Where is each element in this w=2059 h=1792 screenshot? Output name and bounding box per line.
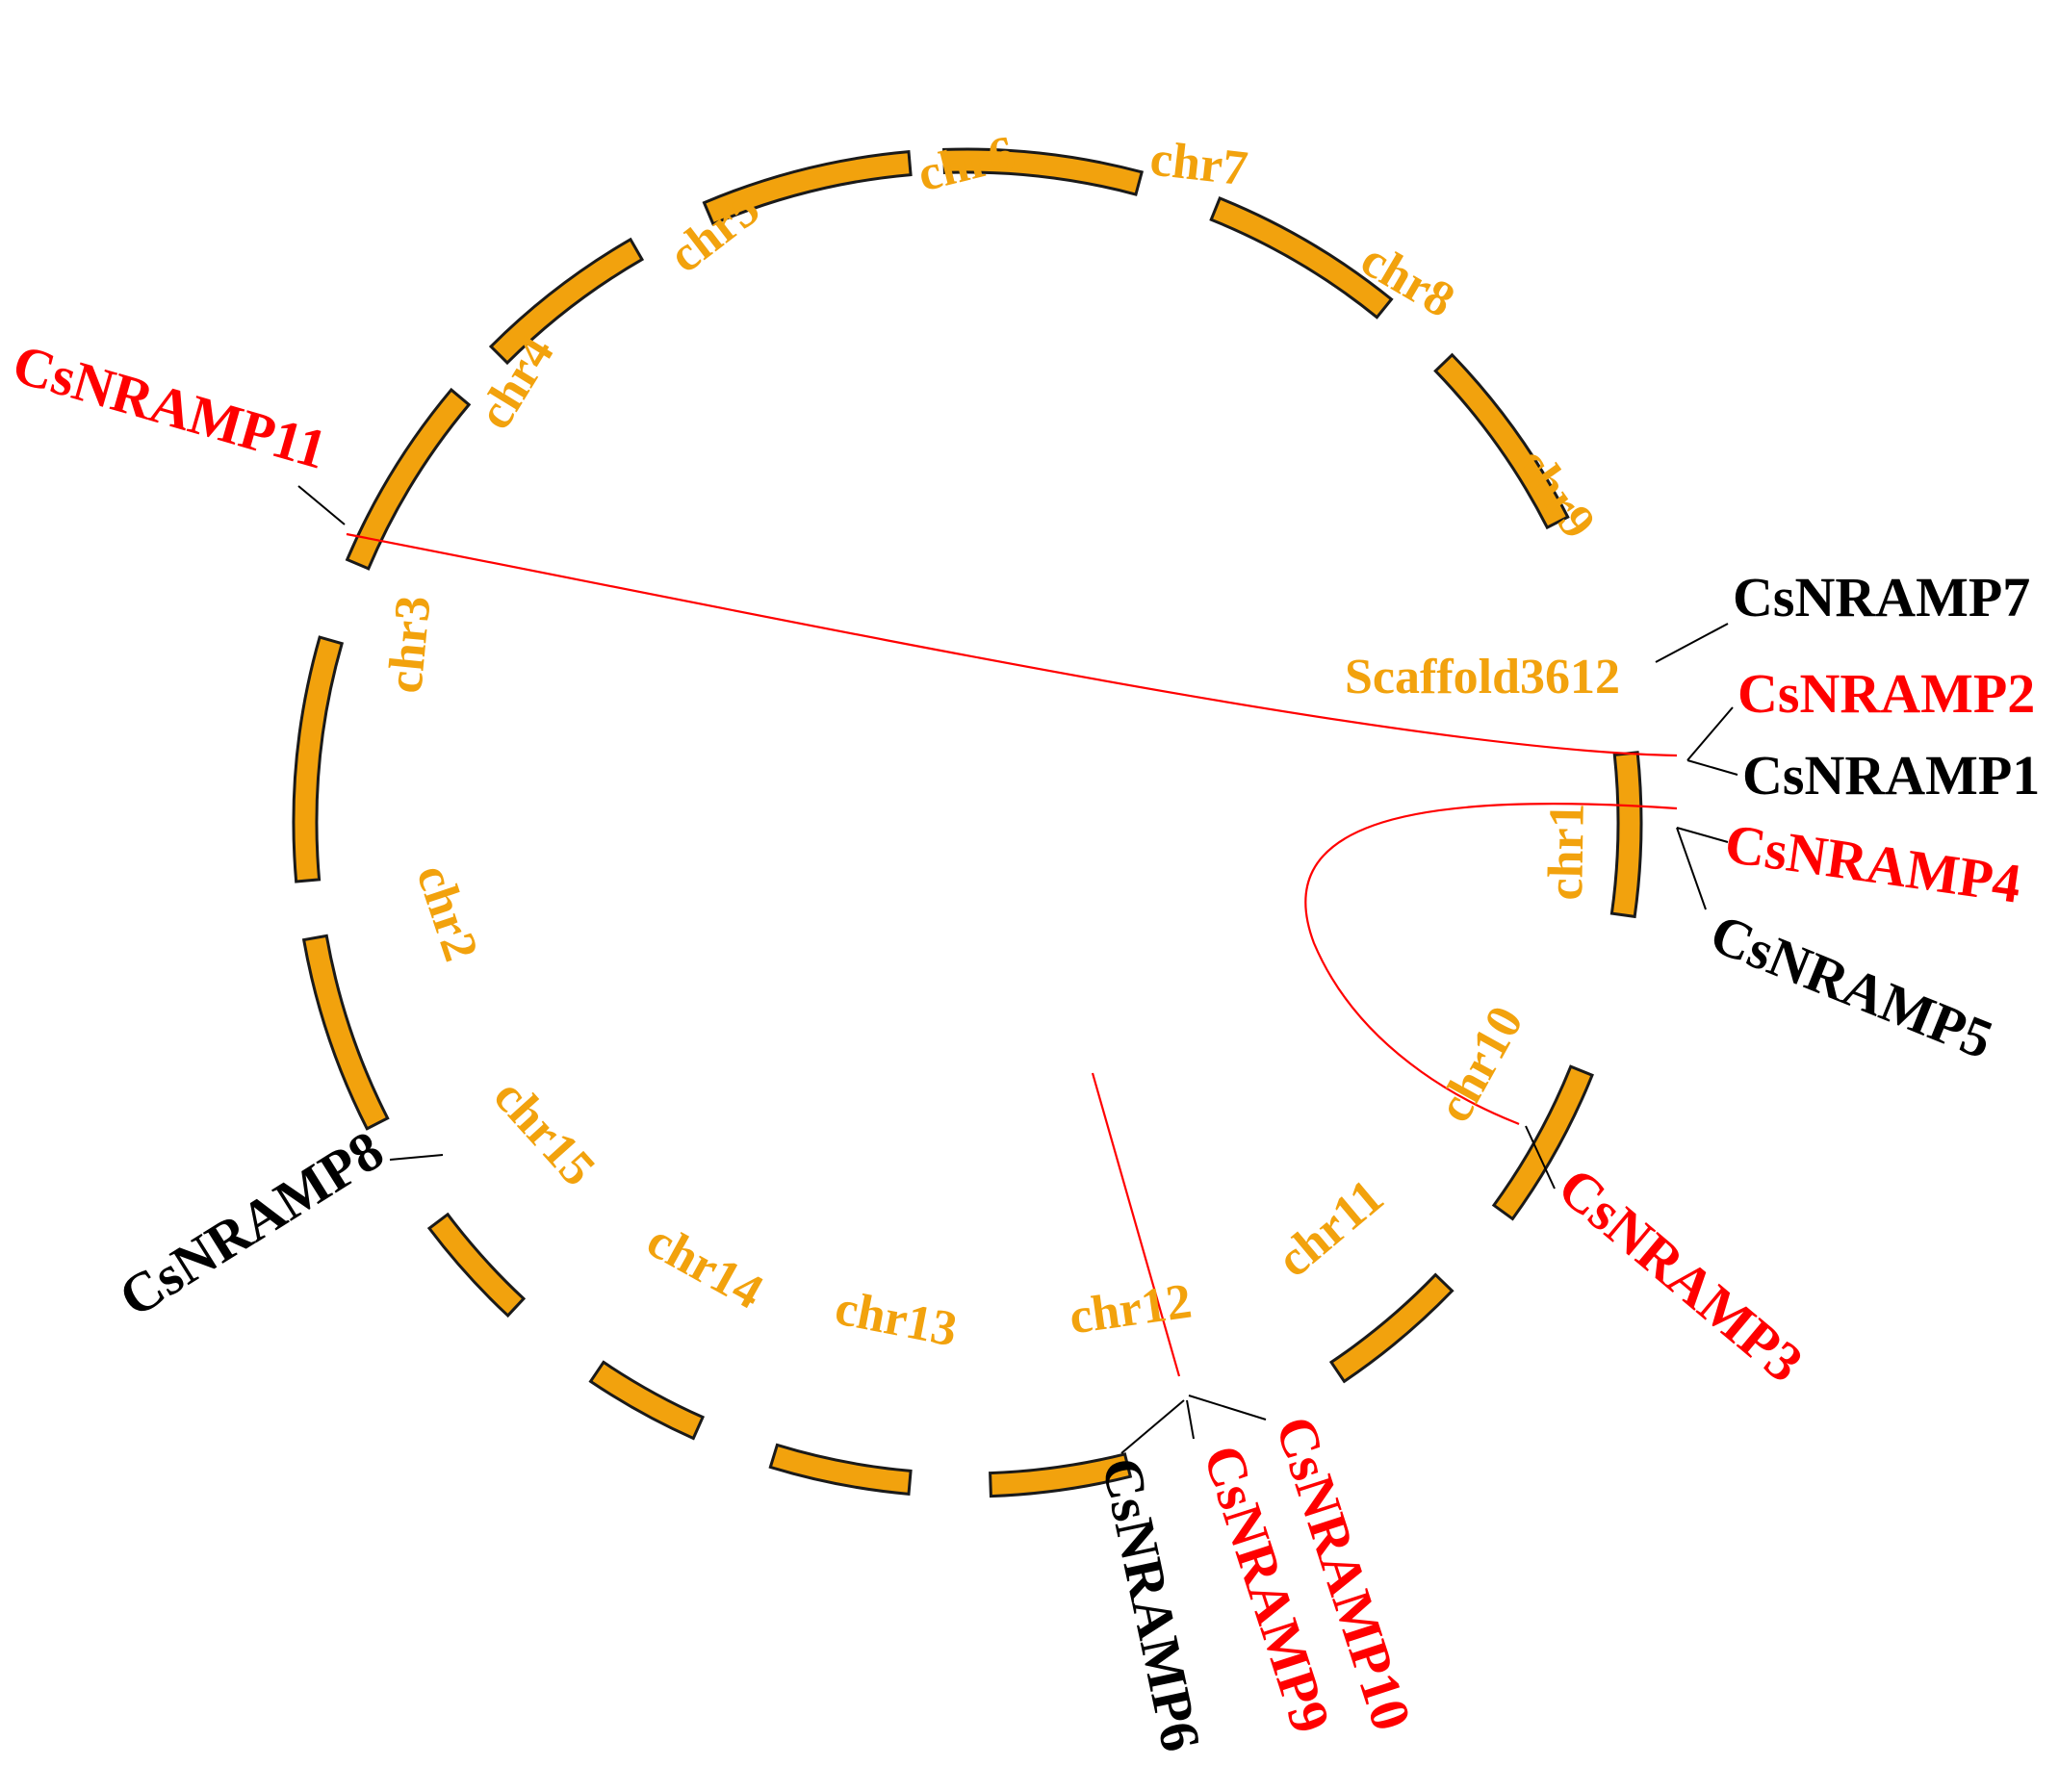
chromosome-label-scaffold3612: Scaffold3612 — [1345, 650, 1620, 704]
gene-label-csnramp1: CsNRAMP1 — [1742, 744, 2040, 806]
chromosome-label-chr15: chr15 — [483, 1069, 605, 1197]
leader-csnramp5 — [1676, 827, 1707, 910]
gene-label-csnramp11: CsNRAMP11 — [6, 332, 333, 481]
chromosome-label-chr2: chr2 — [405, 858, 488, 968]
leader-csnramp1 — [1686, 759, 1738, 776]
leader-csnramp2 — [1686, 706, 1734, 761]
chromosome-label-chr12: chr12 — [1066, 1273, 1195, 1344]
leader-csnramp3 — [1525, 1125, 1556, 1190]
gene-label-csnramp7: CsNRAMP7 — [1733, 566, 2030, 628]
leader-csnramp6 — [1120, 1399, 1185, 1454]
gene-label-csnramp6: CsNRAMP6 — [1090, 1452, 1213, 1756]
chromosome-label-chr7: chr7 — [1147, 131, 1250, 196]
chromosome-label-chr3: chr3 — [377, 594, 441, 696]
chromosome-label-chr8: chr8 — [1351, 232, 1463, 328]
chromosome-segments — [292, 147, 1643, 1498]
chromosome-segment-chr12 — [989, 1452, 1133, 1498]
chromosome-segment-chr2 — [301, 934, 390, 1131]
chromosome-segment-chr6 — [702, 150, 913, 226]
chromosome-segment-chr7 — [942, 147, 1145, 196]
chromosome-label-chr13: chr13 — [831, 1280, 962, 1357]
chromosome-label-chr4: chr4 — [467, 327, 564, 439]
gene-label-csnramp8: CsNRAMP8 — [108, 1118, 394, 1329]
leader-csnramp9 — [1186, 1399, 1195, 1440]
gene-label-csnramp4: CsNRAMP4 — [1721, 812, 2024, 915]
gene-label-csnramp5: CsNRAMP5 — [1702, 902, 2001, 1071]
chromosome-label-chr10: chr10 — [1427, 997, 1533, 1131]
link-csnramp11-csnramp2 — [346, 532, 1678, 757]
chromosome-segment-chr3 — [292, 635, 345, 883]
leader-csnramp7 — [1655, 623, 1729, 663]
chromosome-segment-chr5 — [488, 237, 645, 366]
chromosome-segment-chr11 — [1328, 1272, 1454, 1384]
chromosome-label-chr14: chr14 — [638, 1213, 772, 1319]
chromosome-segment-chr13 — [768, 1443, 913, 1496]
chromosome-segment-chr8 — [1209, 196, 1394, 320]
leader-csnramp11 — [297, 485, 346, 525]
link-csnramp9-csnramp10 — [1091, 1072, 1181, 1377]
leader-csnramp10 — [1188, 1395, 1267, 1421]
gene-labels: CsNRAMP1 CsNRAMP2 CsNRAMP3 CsNRAMP4CsNRAMP5… — [6, 332, 2040, 1756]
link-csnramp4-csnramp3 — [1304, 802, 1678, 1126]
chromosome-segment-chr4 — [345, 387, 472, 571]
gene-label-csnramp2: CsNRAMP2 — [1737, 662, 2035, 725]
chromosome-segment-chr15 — [426, 1212, 527, 1318]
duplication-links — [346, 532, 1678, 1377]
leader-csnramp8 — [389, 1154, 444, 1161]
chromosome-segment-chr10 — [1491, 1064, 1594, 1221]
chromosome-label-chr11: chr11 — [1267, 1169, 1394, 1289]
chromosome-segment-chr14 — [588, 1360, 706, 1441]
leader-csnramp4 — [1676, 827, 1729, 843]
chromosome-segment-chr9 — [1433, 352, 1570, 530]
gene-leader-lines — [297, 485, 1738, 1454]
chromosome-label-chr1: chr1 — [1538, 803, 1595, 901]
gene-label-csnramp3: CsNRAMP3 — [1547, 1155, 1815, 1395]
chromosome-label-chr6: chr6 — [913, 126, 1020, 203]
chromosome-segment-chr1 — [1609, 751, 1643, 919]
